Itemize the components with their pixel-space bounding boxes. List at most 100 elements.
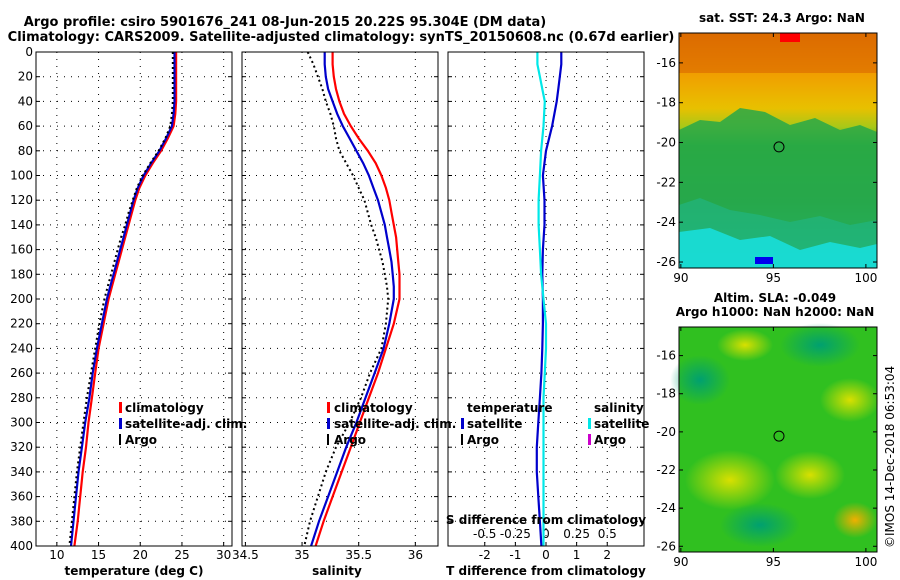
ytick-label: 300 bbox=[10, 416, 33, 430]
xtick-label: 30 bbox=[216, 548, 231, 562]
series-line-climatology bbox=[73, 52, 178, 546]
map-ytick-label: -16 bbox=[656, 349, 676, 363]
ytick-label: 200 bbox=[10, 292, 33, 306]
map-xtick-label: 90 bbox=[673, 271, 688, 285]
legend-t-argo-swatch bbox=[461, 434, 463, 445]
salinity-frame bbox=[241, 51, 439, 547]
difference-ticks: -2 -1 0 1 2 -0.5 -0.25 0 0.25 0.5 bbox=[448, 51, 644, 562]
map-ytick-label: -24 bbox=[656, 501, 676, 515]
sst-frame bbox=[678, 32, 878, 269]
s-xtick-label: 0 bbox=[542, 527, 550, 541]
ytick-label: 80 bbox=[18, 144, 33, 158]
s-legend-argo-label: Argo bbox=[334, 433, 366, 447]
map-ytick-label: -24 bbox=[656, 215, 676, 229]
ytick-label: 400 bbox=[10, 539, 33, 553]
ytick-label: 140 bbox=[10, 218, 33, 232]
legend-argo-label: Argo bbox=[125, 433, 157, 447]
difference-frame bbox=[447, 51, 645, 547]
map-ytick-label: -26 bbox=[656, 539, 676, 553]
difference-lines bbox=[535, 52, 563, 546]
series-line-argo bbox=[68, 52, 174, 546]
difference-xlabel-t: T difference from climatology bbox=[446, 564, 646, 578]
salinity-lines bbox=[303, 52, 401, 546]
temperature-panel: 0 20 40 60 80 100 120 140 160 180 200 220 240 260 280 3… bbox=[10, 45, 247, 578]
legend-s-satellite-label: satellite bbox=[594, 417, 649, 431]
sst-map-title: sat. SST: 24.3 Argo: NaN bbox=[699, 11, 865, 25]
salinity-xlabel: salinity bbox=[312, 564, 362, 578]
ytick-label: 240 bbox=[10, 341, 33, 355]
legend-s-argo-label: Argo bbox=[594, 433, 626, 447]
legend-t-satellite-swatch bbox=[461, 418, 464, 429]
sla-high-4 bbox=[775, 451, 845, 499]
legend-temperature-header: temperature bbox=[467, 401, 552, 415]
map-ytick-label: -26 bbox=[656, 255, 676, 269]
sla-argo-marker bbox=[773, 430, 785, 442]
sst-hot-spot bbox=[780, 33, 800, 42]
difference-panel: -2 -1 0 1 2 -0.5 -0.25 0 0.25 0.5 T difference fr… bbox=[446, 51, 649, 578]
ytick-label: 120 bbox=[10, 193, 33, 207]
ytick-label: 320 bbox=[10, 440, 33, 454]
map-ytick-label: -18 bbox=[656, 387, 676, 401]
s-legend-climatology-swatch bbox=[327, 402, 330, 413]
xtick-label: 36 bbox=[408, 548, 423, 562]
series-line-climatology bbox=[314, 52, 401, 546]
temperature-grid bbox=[36, 51, 232, 547]
sla-high-5 bbox=[833, 502, 877, 538]
map-xtick-label: 90 bbox=[673, 555, 688, 569]
figure-title-line2: Climatology: CARS2009. Satellite-adjuste… bbox=[8, 30, 675, 45]
sst-map: sat. SST: 24.3 Argo: NaN 90 95 100 -16 -18 -2… bbox=[656, 11, 878, 285]
ytick-label: 60 bbox=[18, 119, 33, 133]
legend-t-satellite-label: satellite bbox=[467, 417, 522, 431]
ytick-label: 360 bbox=[10, 490, 33, 504]
legend-salinity-header: salinity bbox=[594, 401, 644, 415]
sla-low-1 bbox=[780, 323, 860, 367]
sla-map-title: Altim. SLA: -0.049 bbox=[714, 291, 836, 305]
legend-s-argo-swatch bbox=[588, 434, 591, 445]
sla-low-2 bbox=[670, 355, 730, 405]
temperature-legend: climatology satellite-adj. clim. Argo bbox=[119, 401, 247, 447]
series-line-argo bbox=[303, 52, 390, 546]
salinity-grid bbox=[242, 51, 438, 547]
series-line-s-satellite bbox=[536, 52, 548, 546]
ytick-label: 280 bbox=[10, 391, 33, 405]
s-xtick-label: 0.5 bbox=[598, 527, 617, 541]
t-xtick-label: -2 bbox=[479, 548, 491, 562]
s-legend-argo-swatch bbox=[327, 434, 329, 445]
map-ytick-label: -20 bbox=[656, 425, 676, 439]
xtick-label: 35.5 bbox=[345, 548, 372, 562]
temperature-lines bbox=[68, 52, 178, 546]
map-ytick-label: -20 bbox=[656, 136, 676, 150]
ytick-label: 260 bbox=[10, 366, 33, 380]
sla-map: Altim. SLA: -0.049 Argo h1000: NaN h2000… bbox=[656, 291, 880, 569]
sla-high-2 bbox=[820, 378, 880, 422]
ytick-label: 0 bbox=[25, 45, 33, 59]
legend-argo-swatch bbox=[119, 434, 121, 445]
s-xtick-label: 0.25 bbox=[563, 527, 590, 541]
temperature-xlabel: temperature (deg C) bbox=[65, 564, 204, 578]
legend-climatology-swatch bbox=[119, 402, 122, 413]
series-line-t-satellite bbox=[535, 52, 563, 546]
series-line-satellite-adj-clim- bbox=[69, 52, 176, 546]
sla-high-1 bbox=[717, 329, 773, 361]
xtick-label: 15 bbox=[91, 548, 106, 562]
map-ytick-label: -18 bbox=[656, 96, 676, 110]
difference-legend: temperature salinity satellite Argo sate… bbox=[461, 401, 649, 447]
sst-ticks: 90 95 100 -16 -18 -20 -22 -24 -26 bbox=[656, 33, 877, 285]
sst-cyan-zone bbox=[679, 228, 877, 268]
sla-ticks: 90 95 100 -16 -18 -20 -22 -24 -26 bbox=[656, 327, 877, 569]
difference-xlabel-s: S difference from climatology bbox=[446, 513, 646, 527]
sla-high-3 bbox=[685, 450, 775, 510]
ytick-label: 340 bbox=[10, 465, 33, 479]
map-ytick-label: -16 bbox=[656, 56, 676, 70]
sst-warm-band bbox=[679, 33, 877, 73]
series-line-satellite-adj-clim- bbox=[310, 52, 395, 546]
sla-low-3 bbox=[720, 503, 800, 547]
t-xtick-label: -1 bbox=[509, 548, 521, 562]
ytick-label: 20 bbox=[18, 70, 33, 84]
s-legend-climatology-label: climatology bbox=[334, 401, 413, 415]
figure-title-line1: Argo profile: csiro 5901676_241 08-Jun-2… bbox=[24, 15, 546, 30]
map-ytick-label: -22 bbox=[656, 175, 676, 189]
sla-frame bbox=[678, 326, 878, 553]
xtick-label: 35 bbox=[294, 548, 309, 562]
